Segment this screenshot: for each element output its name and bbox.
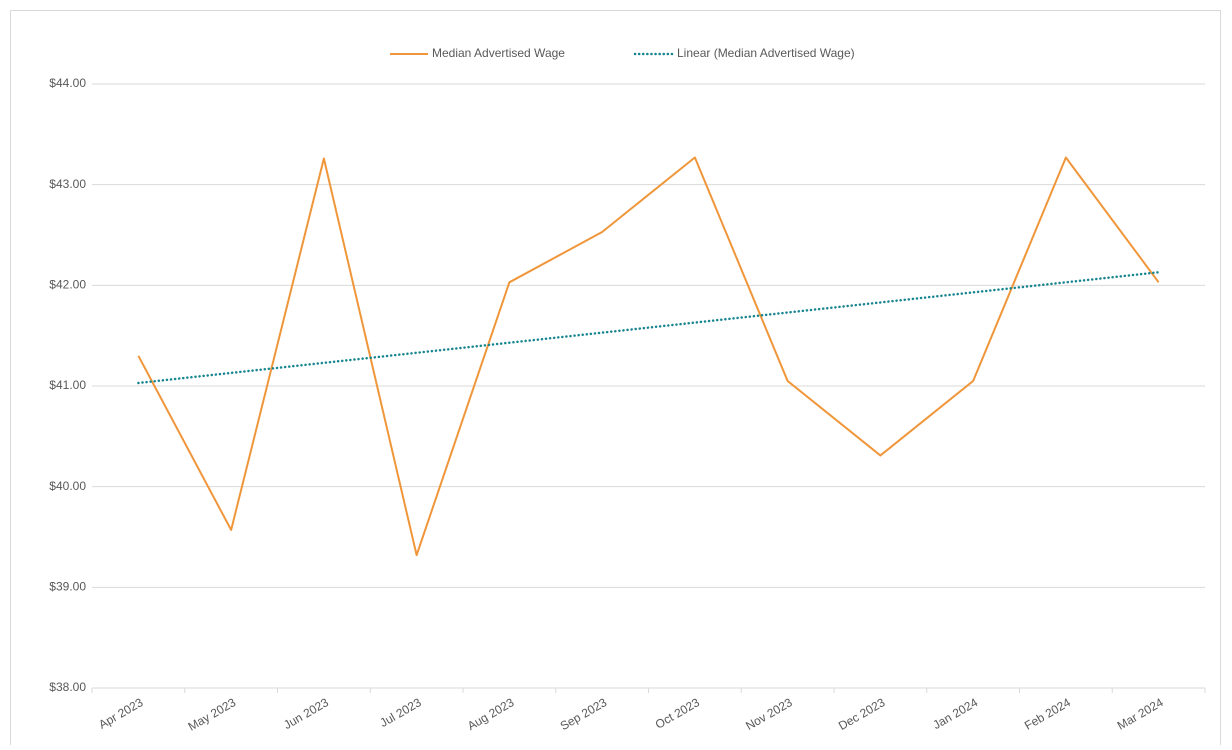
y-tick-label: $43.00	[49, 177, 86, 191]
y-tick-label: $38.00	[49, 680, 86, 694]
y-tick-label: $42.00	[49, 278, 86, 292]
y-tick-label: $40.00	[49, 479, 86, 493]
data-line	[137, 156, 1160, 557]
legend-label: Median Advertised Wage	[432, 46, 565, 60]
y-tick-label: $44.00	[49, 76, 86, 90]
legend-label: Linear (Median Advertised Wage)	[677, 46, 855, 60]
chart-border	[10, 10, 1221, 750]
trend-line	[137, 270, 1160, 385]
y-tick-label: $41.00	[49, 378, 86, 392]
y-tick-label: $39.00	[49, 580, 86, 594]
